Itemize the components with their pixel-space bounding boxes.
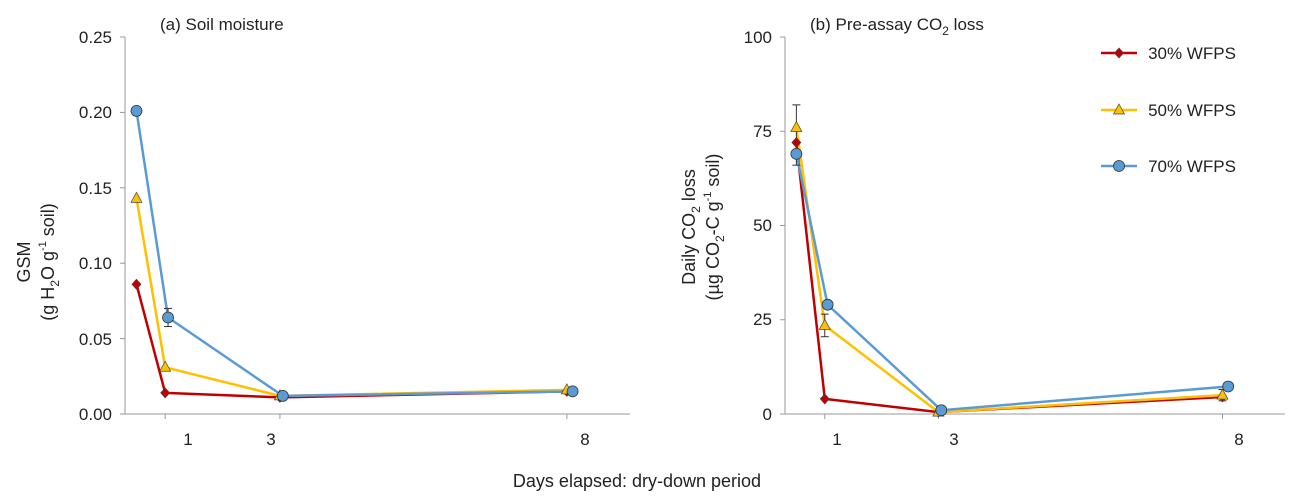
series-line-1: [135, 198, 567, 398]
panel-b-plot: [780, 36, 1285, 419]
x-tick-label: 1: [183, 430, 192, 449]
data-point-diamond: [131, 278, 142, 290]
y-tick-label: 0.15: [79, 179, 112, 198]
data-point-diamond: [160, 387, 171, 399]
data-point-circle: [790, 147, 803, 160]
panel-a-y-label-line2: (g H2O g-1 soil): [37, 203, 62, 321]
data-point-triangle: [790, 120, 803, 132]
data-point-circle: [821, 298, 834, 311]
data-point-diamond: [791, 137, 802, 149]
legend-marker-triangle: [1112, 103, 1126, 115]
subscript: 2: [689, 206, 703, 213]
x-tick-label: 8: [1234, 430, 1243, 449]
title-part: (b) Pre-assay CO: [810, 15, 942, 34]
data-point-circle: [130, 104, 143, 117]
panel-a: (a) Soil moisture 0.00 0.05 0.10 0.15 0.…: [14, 15, 590, 449]
y-tick-label: 0.25: [79, 28, 112, 47]
data-point-triangle: [1216, 388, 1229, 400]
label-part: soil): [703, 154, 723, 192]
panel-a-title: (a) Soil moisture: [160, 15, 284, 34]
data-point-circle: [1222, 380, 1235, 393]
legend-markers: [1101, 47, 1137, 172]
y-tick-label: 0: [763, 405, 772, 424]
y-tick-label: 75: [753, 122, 772, 141]
legend-marker-circle: [1113, 160, 1125, 172]
data-point-diamond: [819, 393, 830, 405]
label-part: -C g: [703, 201, 723, 235]
panel-a-plot: [120, 36, 630, 419]
superscript: -1: [37, 241, 49, 251]
title-part: loss: [949, 15, 984, 34]
label-part: (g H: [38, 287, 58, 321]
series-line-0: [795, 142, 1223, 414]
label-part: Daily CO: [679, 213, 699, 285]
legend-label-70: 70% WFPS: [1148, 157, 1236, 176]
subscript: 2: [48, 280, 62, 287]
data-point-circle: [566, 385, 579, 398]
y-tick-label: 25: [753, 310, 772, 329]
label-part: O g: [38, 251, 58, 280]
panel-a-y-label-line1: GSM: [14, 241, 34, 282]
x-tick-label: 3: [949, 430, 958, 449]
panel-a-x-ticks: 1 3 8: [183, 430, 589, 449]
data-point-triangle: [818, 318, 831, 330]
data-point-circle: [162, 311, 174, 324]
x-tick-label: 3: [266, 430, 275, 449]
shared-x-label: Days elapsed: dry-down period: [513, 471, 761, 491]
panel-b-title: (b) Pre-assay CO2 loss: [810, 15, 984, 38]
y-tick-label: 0.00: [79, 405, 112, 424]
x-tick-label: 8: [580, 430, 589, 449]
legend-label-50: 50% WFPS: [1148, 101, 1236, 120]
series-line-2: [135, 110, 573, 398]
panel-b: (b) Pre-assay CO2 loss 0 25 50 75 100 1 …: [679, 15, 1244, 449]
superscript: -1: [702, 192, 714, 202]
y-tick-label: 50: [753, 216, 772, 235]
label-part: soil): [38, 203, 58, 241]
panel-a-y-label: GSM (g H2O g-1 soil): [14, 203, 62, 321]
y-tick-label: 0.20: [79, 103, 112, 122]
data-point-circle: [935, 404, 948, 417]
data-point-triangle: [159, 360, 172, 372]
label-part: (µg CO: [703, 242, 723, 300]
y-tick-label: 0.05: [79, 330, 112, 349]
legend: 30% WFPS 50% WFPS 70% WFPS: [1101, 44, 1236, 176]
panel-b-y-label-line2: (µg CO2-C g-1 soil): [702, 154, 727, 301]
y-tick-label: 0.10: [79, 254, 112, 273]
panel-b-y-label: Daily CO2 loss (µg CO2-C g-1 soil): [679, 154, 727, 301]
legend-marker-diamond: [1114, 47, 1124, 59]
series-line-2: [795, 153, 1229, 412]
panel-b-y-ticks: 0 25 50 75 100: [744, 28, 772, 424]
panel-b-y-label-line1: Daily CO2 loss: [679, 169, 703, 285]
panel-a-y-ticks: 0.00 0.05 0.10 0.15 0.20 0.25: [79, 28, 112, 424]
subscript: 2: [942, 24, 949, 38]
legend-label-30: 30% WFPS: [1148, 44, 1236, 63]
data-point-circle: [276, 390, 289, 402]
y-tick-label: 100: [744, 28, 772, 47]
label-part: loss: [679, 169, 699, 206]
panel-b-x-ticks: 1 3 8: [832, 430, 1243, 449]
data-point-triangle: [130, 191, 143, 203]
x-tick-label: 1: [832, 430, 841, 449]
subscript: 2: [713, 235, 727, 242]
